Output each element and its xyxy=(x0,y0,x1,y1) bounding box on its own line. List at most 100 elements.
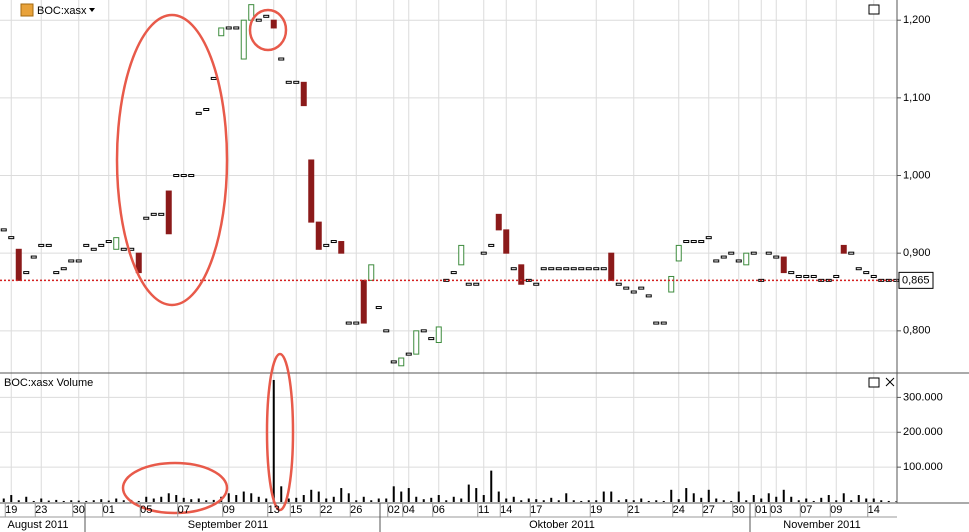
volume-bar xyxy=(437,495,440,502)
annotation-ellipse xyxy=(248,8,288,52)
marks xyxy=(0,4,900,502)
volume-bar xyxy=(160,496,163,502)
volume-bar xyxy=(77,500,80,502)
close-button[interactable] xyxy=(885,377,895,387)
candle xyxy=(195,111,202,115)
volume-bar xyxy=(617,500,620,502)
volume-bar xyxy=(347,493,350,502)
y-tick-label: 200.000 xyxy=(903,426,943,438)
volume-bar xyxy=(100,499,103,502)
volume-bar xyxy=(445,500,448,502)
candle xyxy=(600,267,607,271)
candle xyxy=(645,294,652,298)
volume-bar xyxy=(70,500,73,502)
volume-bar xyxy=(835,500,838,502)
volume-bar xyxy=(295,497,298,502)
y-tick-label: 300.000 xyxy=(903,391,943,403)
candle xyxy=(563,267,570,271)
candle xyxy=(458,244,465,266)
volume-bar xyxy=(145,496,148,502)
candle xyxy=(158,212,165,216)
candle xyxy=(848,251,855,255)
candle xyxy=(293,80,300,84)
volume-bar xyxy=(475,488,478,502)
volume-bar xyxy=(55,499,58,502)
candle xyxy=(180,174,187,178)
volume-bar xyxy=(805,498,808,502)
volume-bar xyxy=(152,498,155,502)
volume-bar xyxy=(40,498,43,502)
candle xyxy=(735,259,742,263)
candle xyxy=(405,352,412,356)
volume-bar xyxy=(602,491,605,502)
x-tick-label: 19 xyxy=(5,504,17,516)
x-tick-label: 01 xyxy=(103,504,115,516)
candle xyxy=(165,190,172,235)
candle xyxy=(68,259,75,263)
volume-bar xyxy=(632,500,635,502)
volume-bar xyxy=(460,498,463,502)
volume-bar xyxy=(565,493,568,502)
volume-bar xyxy=(640,498,643,502)
symbol-icon[interactable] xyxy=(20,3,34,17)
candle xyxy=(263,14,270,18)
volume-bar xyxy=(775,496,778,502)
maximize-button[interactable] xyxy=(868,377,880,388)
annotations xyxy=(115,8,295,515)
candle xyxy=(218,27,225,37)
chart-title[interactable]: BOC:xasx xyxy=(37,5,87,17)
volume-bar xyxy=(415,496,418,502)
x-tick-label: 07 xyxy=(178,504,190,516)
candle xyxy=(690,240,697,244)
volume-bar xyxy=(670,489,673,502)
volume-bar xyxy=(392,486,395,502)
volume-bar xyxy=(505,498,508,502)
candle xyxy=(623,286,630,290)
volume-bar xyxy=(580,500,583,502)
candle xyxy=(98,243,105,247)
volume-bar xyxy=(520,500,523,502)
x-tick-label: 13 xyxy=(268,504,280,516)
volume-bar xyxy=(32,500,35,502)
candle xyxy=(75,259,82,263)
candle xyxy=(713,259,720,263)
volume-bar xyxy=(790,496,793,502)
x-tick-label: 09 xyxy=(830,504,842,516)
annotation-ellipse xyxy=(115,13,229,307)
y-tick-label: 100.000 xyxy=(903,461,943,473)
maximize-button[interactable] xyxy=(868,4,880,15)
volume-bar xyxy=(857,495,860,502)
candle xyxy=(488,243,495,247)
volume-bar xyxy=(227,493,230,502)
candle xyxy=(555,267,562,271)
candle xyxy=(210,76,217,80)
volume-bar xyxy=(265,498,268,502)
month-label: August 2011 xyxy=(8,519,69,531)
y-tick-label: 1,200 xyxy=(903,14,931,26)
volume-bar xyxy=(242,491,245,502)
volume-bar xyxy=(430,497,433,502)
candle xyxy=(105,240,112,244)
candle xyxy=(83,243,90,247)
y-tick-label: 0,900 xyxy=(903,247,931,259)
candle xyxy=(765,251,772,255)
volume-title: BOC:xasx Volume xyxy=(4,377,93,389)
candle xyxy=(510,267,517,271)
last-price-label: 0,865 xyxy=(902,274,930,286)
volume-bar xyxy=(377,498,380,502)
dropdown-arrow[interactable] xyxy=(89,8,95,12)
volume-bar xyxy=(745,500,748,502)
volume-bar xyxy=(610,491,613,502)
candle xyxy=(8,236,15,240)
month-label: September 2011 xyxy=(188,519,269,531)
candle xyxy=(435,326,442,343)
candle xyxy=(368,264,375,281)
x-tick-label: 15 xyxy=(290,504,302,516)
candle xyxy=(743,252,750,266)
volume-bar xyxy=(280,486,283,502)
annotation-ellipse xyxy=(121,461,229,515)
volume-bar xyxy=(880,500,883,502)
x-tick-label: 03 xyxy=(770,504,782,516)
